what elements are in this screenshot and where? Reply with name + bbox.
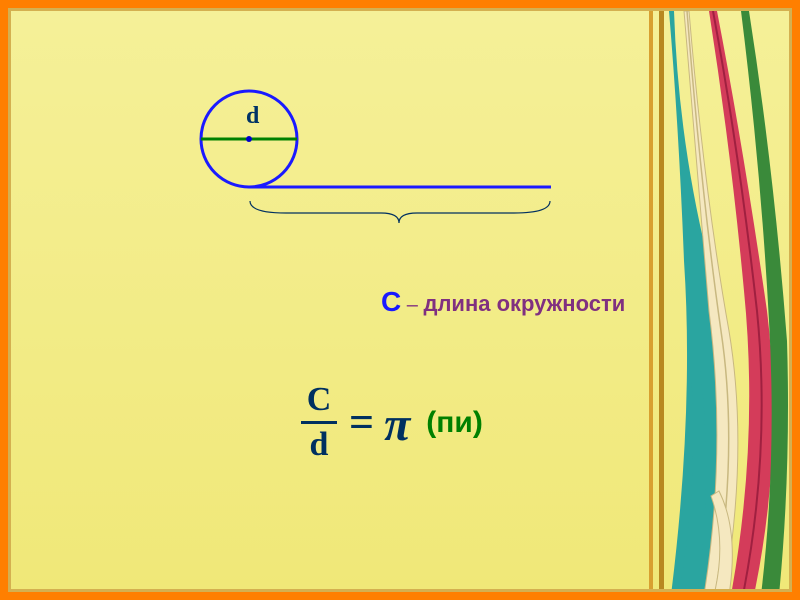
decoration-svg (649, 11, 789, 589)
caption-c-symbol: С (381, 286, 401, 317)
circle-diagram: d (186, 81, 566, 266)
side-decoration (649, 11, 789, 589)
slide-inner-frame: d С – длина окружности C d = π (пи) (8, 8, 792, 592)
formula-fraction: C d (301, 381, 337, 464)
slide-outer-frame: d С – длина окружности C d = π (пи) (0, 0, 800, 600)
diameter-label: d (246, 103, 259, 130)
decor-stripe-1 (649, 11, 653, 589)
formula-row: C d = π (пи) (301, 381, 483, 464)
center-dot (246, 136, 252, 142)
caption-dash: – (401, 294, 423, 316)
caption-text: длина окружности (423, 291, 625, 316)
formula-fraction-line (301, 421, 337, 424)
formula-pi-word: (пи) (426, 406, 483, 440)
decor-stripe-2 (659, 11, 664, 589)
formula-equals: = (349, 397, 372, 448)
brace (250, 201, 550, 223)
formula-denominator: d (310, 426, 329, 464)
caption-row: С – длина окружности (381, 286, 625, 318)
circle-svg (186, 81, 566, 261)
formula-pi-symbol: π (384, 397, 410, 452)
formula-numerator: C (307, 381, 332, 419)
